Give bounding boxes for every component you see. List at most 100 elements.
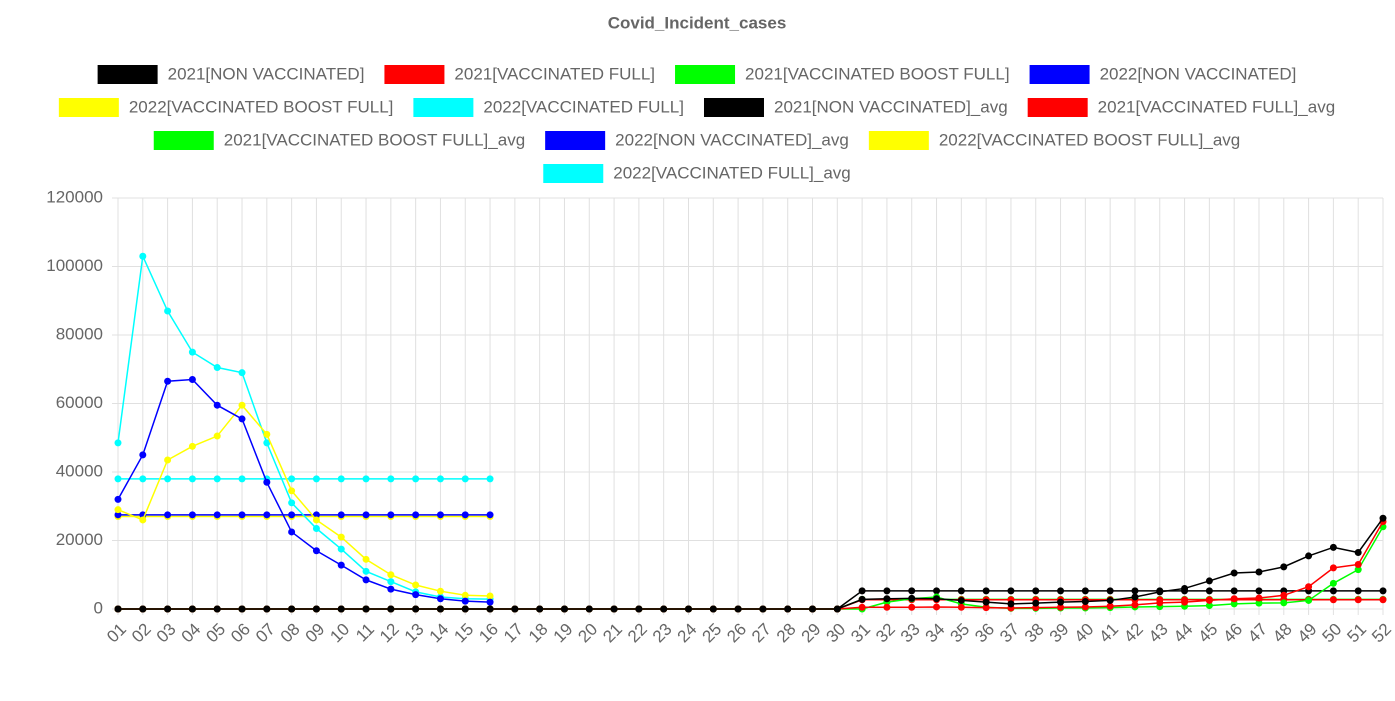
legend-swatch: [703, 98, 764, 117]
data-point: [957, 587, 965, 595]
data-point: [114, 605, 122, 613]
data-point: [238, 401, 246, 409]
data-point: [1230, 569, 1238, 577]
legend-label: 2022[NON VACCINATED]_avg: [615, 130, 849, 149]
data-point: [188, 376, 196, 384]
y-tick-label: 100000: [46, 256, 103, 275]
legend-swatch: [384, 65, 445, 84]
data-point: [139, 252, 147, 260]
legend-swatch: [1027, 98, 1088, 117]
data-point: [1081, 587, 1089, 595]
legend-swatch: [97, 65, 158, 84]
data-point: [362, 511, 370, 519]
x-tick-label: 36: [971, 620, 998, 647]
data-point: [139, 516, 147, 524]
x-tick-label: 46: [1219, 620, 1246, 647]
x-tick-label: 10: [326, 620, 353, 647]
legend-label: 2021[VACCINATED BOOST FULL]_avg: [224, 130, 525, 149]
data-point: [1057, 598, 1065, 606]
data-point: [337, 475, 345, 483]
data-point: [412, 605, 420, 613]
data-point: [213, 364, 221, 372]
data-point: [263, 605, 271, 613]
x-tick-label: 43: [1145, 620, 1172, 647]
legend-label: 2022[NON VACCINATED]: [1100, 64, 1297, 83]
data-point: [1280, 563, 1288, 571]
x-tick-label: 19: [550, 620, 577, 647]
data-point: [1131, 593, 1139, 601]
data-point: [858, 595, 866, 603]
data-point: [213, 401, 221, 409]
data-point: [387, 571, 395, 579]
x-tick-label: 15: [450, 620, 477, 647]
y-tick-label: 80000: [56, 324, 103, 343]
legend-label: 2022[VACCINATED BOOST FULL]_avg: [939, 130, 1240, 149]
x-tick-label: 31: [847, 620, 874, 647]
legend-item: 2021[VACCINATED BOOST FULL]: [675, 64, 1010, 84]
data-point: [461, 475, 469, 483]
data-point: [114, 475, 122, 483]
x-tick-label: 44: [1170, 620, 1197, 647]
legend-swatch: [153, 131, 214, 150]
data-point: [585, 605, 593, 613]
data-point: [263, 430, 271, 438]
data-point: [957, 603, 965, 611]
x-tick-label: 28: [773, 620, 800, 647]
x-tick-label: 32: [872, 620, 899, 647]
data-point: [288, 511, 296, 519]
data-point: [660, 605, 668, 613]
data-point: [1329, 596, 1337, 604]
x-tick-label: 37: [996, 620, 1023, 647]
data-point: [1106, 596, 1114, 604]
data-point: [1106, 587, 1114, 595]
data-point: [1354, 560, 1362, 568]
x-tick-label: 35: [947, 620, 974, 647]
legend-item: 2021[NON VACCINATED]: [97, 64, 364, 84]
y-tick-label: 40000: [56, 461, 103, 480]
legend-swatch: [868, 131, 929, 150]
data-point: [436, 605, 444, 613]
x-tick-label: 41: [1095, 620, 1122, 647]
data-point: [1255, 568, 1263, 576]
legend-item: 2021[VACCINATED FULL]: [384, 64, 655, 84]
data-point: [1255, 594, 1263, 602]
data-point: [1230, 600, 1238, 608]
data-point: [536, 605, 544, 613]
data-point: [362, 475, 370, 483]
data-point: [362, 567, 370, 575]
data-point: [1106, 602, 1114, 610]
data-point: [486, 592, 494, 600]
legend-swatch: [675, 65, 736, 84]
data-point: [486, 511, 494, 519]
data-point: [684, 605, 692, 613]
data-point: [188, 475, 196, 483]
y-tick-label: 120000: [46, 187, 103, 206]
data-point: [1329, 579, 1337, 587]
data-point: [1081, 597, 1089, 605]
data-point: [908, 594, 916, 602]
data-point: [387, 511, 395, 519]
x-tick-label: 03: [153, 620, 180, 647]
data-point: [387, 585, 395, 593]
data-point: [1181, 598, 1189, 606]
x-tick-label: 11: [352, 620, 378, 646]
data-point: [139, 475, 147, 483]
x-tick-label: 08: [277, 620, 304, 647]
data-point: [1305, 596, 1313, 604]
x-tick-label: 09: [302, 620, 329, 647]
data-point: [883, 595, 891, 603]
data-point: [312, 605, 320, 613]
legend-label: 2022[VACCINATED BOOST FULL]: [129, 97, 394, 116]
data-point: [238, 415, 246, 423]
legend-item: 2021[VACCINATED FULL]_avg: [1027, 97, 1335, 117]
x-tick-label: 26: [723, 620, 750, 647]
x-tick-label: 34: [922, 620, 949, 647]
data-point: [1131, 587, 1139, 595]
legend-item: 2022[NON VACCINATED]: [1029, 64, 1297, 84]
x-tick-label: 52: [1368, 620, 1395, 647]
data-point: [1230, 595, 1238, 603]
data-point: [461, 605, 469, 613]
series-line: [118, 526, 1384, 610]
data-point: [362, 555, 370, 563]
